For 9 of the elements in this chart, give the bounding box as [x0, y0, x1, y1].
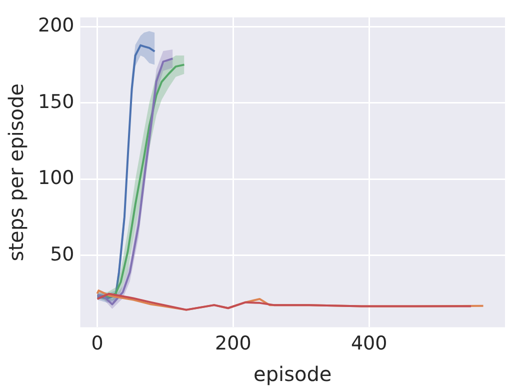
- y-tick-label: 200: [38, 14, 74, 36]
- x-tick-label: 0: [91, 332, 104, 355]
- y-tick-label: 50: [50, 243, 74, 266]
- y-axis-title: steps per episode: [4, 83, 28, 262]
- y-tick-label: 150: [38, 90, 74, 113]
- y-tick-label: 100: [38, 167, 74, 190]
- x-tick-label: 200: [215, 332, 252, 355]
- x-tick-label: 400: [350, 332, 388, 355]
- x-axis-title: episode: [254, 362, 332, 386]
